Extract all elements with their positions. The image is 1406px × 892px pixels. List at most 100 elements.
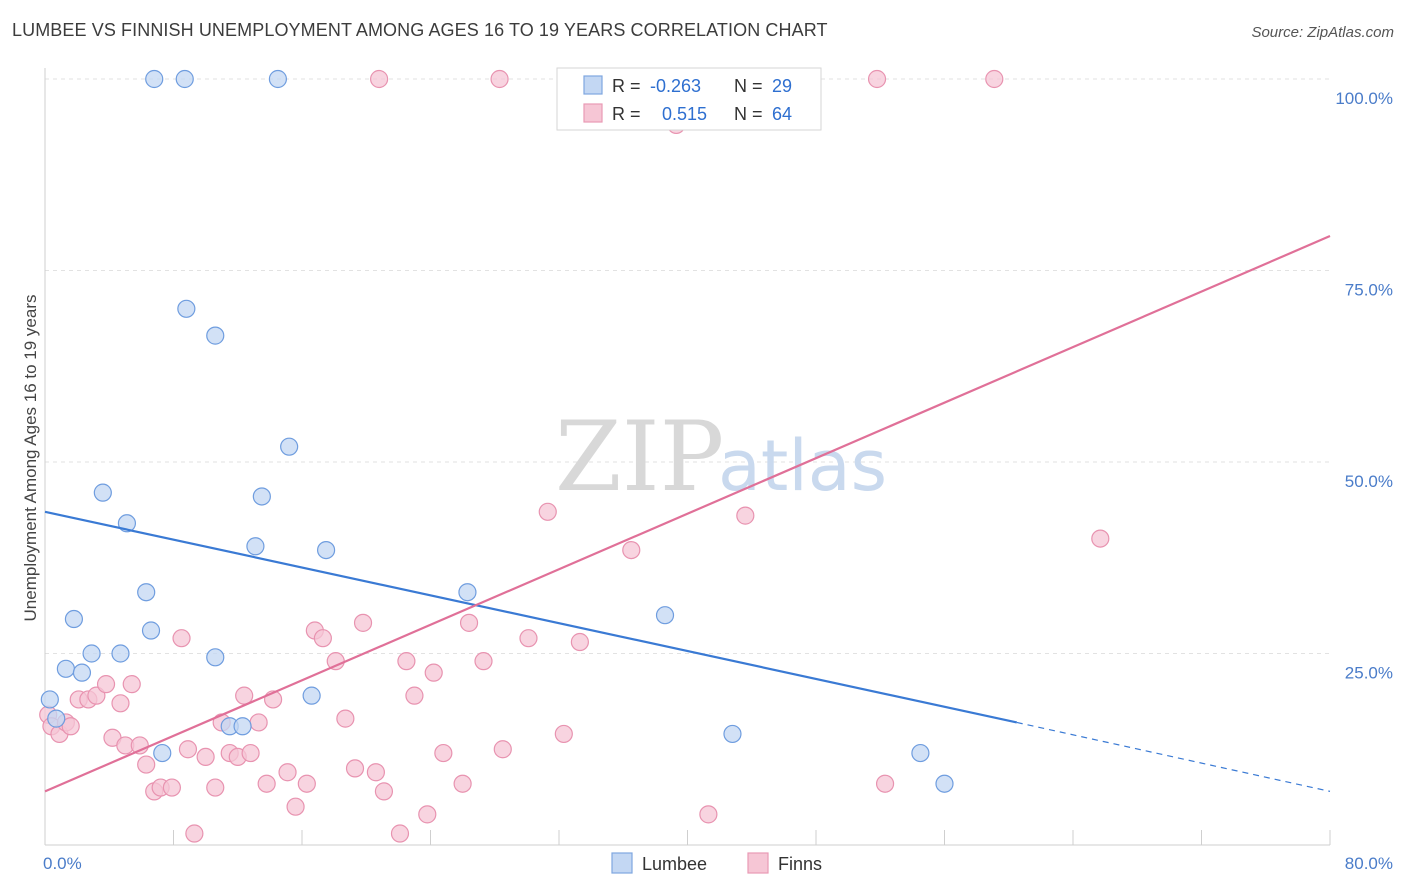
lumbee-point-15 [206, 326, 225, 345]
lumbee-point-9 [137, 583, 156, 602]
finns-point-29 [257, 774, 276, 793]
finns-point-17 [162, 778, 181, 797]
finns-point-21 [196, 747, 215, 767]
finns-point-37 [336, 709, 355, 728]
lumbee-point-14 [177, 299, 196, 318]
lumbee-point-16 [206, 648, 225, 667]
finns-point-47 [434, 743, 453, 763]
finns-point-52 [519, 629, 538, 648]
finns-point-51 [493, 740, 512, 759]
lumbee-trend-line [44, 510, 1018, 724]
bottom-legend-swatch-finns [747, 852, 769, 874]
series-legend: Lumbee Finns [611, 852, 822, 874]
finns-point-45 [418, 805, 437, 824]
finns-trend-line [44, 235, 1331, 793]
y-tick-label-2: 75.0% [1345, 281, 1393, 300]
legend-lumbee-r-value: -0.263 [650, 76, 701, 96]
finns-point-20 [185, 824, 204, 843]
finns-point-54 [554, 724, 573, 744]
y-tick-label-3: 100.0% [1335, 89, 1393, 108]
legend-finns-n-label: N = [734, 104, 763, 124]
finns-point-22 [206, 778, 225, 797]
lumbee-point-18 [233, 717, 252, 736]
finns-point-63 [490, 69, 509, 89]
lumbee-point-3 [64, 609, 84, 629]
y-axis-label: Unemployment Among Ages 16 to 19 years [21, 295, 40, 622]
gridlines [45, 78, 1330, 654]
finns-point-44 [405, 686, 424, 705]
legend-swatch-finns [583, 103, 603, 123]
lumbee-point-21 [280, 437, 299, 456]
lumbee-point-13 [153, 743, 172, 763]
lumbee-point-12 [141, 621, 161, 640]
finns-point-35 [313, 629, 332, 648]
legend-finns-r-value: 0.515 [662, 104, 707, 124]
finns-point-46 [424, 663, 443, 682]
finns-point-43 [397, 652, 416, 671]
lumbee-trend-extension [1016, 721, 1331, 792]
finns-point-49 [459, 613, 479, 632]
x-tick-label-min: 0.0% [43, 854, 82, 873]
legend-lumbee-n-value: 29 [772, 76, 792, 96]
watermark: ZIP atlas [555, 401, 887, 513]
legend-finns-n-value: 64 [772, 104, 792, 124]
finns-point-38 [345, 759, 365, 778]
lumbee-point-5 [82, 644, 101, 663]
finns-point-64 [867, 69, 887, 89]
finns-point-59 [736, 506, 755, 525]
lumbee-point-7 [111, 644, 130, 663]
finns-point-48 [453, 774, 472, 793]
finns-point-14 [137, 755, 156, 774]
lumbee-point-4 [72, 663, 92, 682]
finns-point-61 [1091, 529, 1110, 548]
x-tick-label-max: 80.0% [1345, 854, 1393, 873]
finns-point-41 [374, 782, 394, 801]
bottom-legend-finns: Finns [778, 854, 822, 874]
legend-lumbee-n-label: N = [734, 76, 763, 96]
finns-point-56 [622, 540, 641, 560]
lumbee-point-2 [56, 659, 75, 678]
finns-point-65 [985, 69, 1004, 89]
legend-finns-r-label: R = [612, 104, 641, 124]
bottom-legend-swatch-lumbee [611, 852, 633, 874]
lumbee-point-28 [911, 743, 930, 763]
trend-lines [44, 235, 1331, 793]
finns-point-62 [370, 69, 389, 89]
finns-point-53 [538, 502, 557, 521]
lumbee-point-19 [246, 537, 265, 556]
finns-point-8 [96, 675, 116, 694]
lumbee-points [40, 69, 954, 793]
lumbee-point-6 [93, 483, 112, 502]
lumbee-point-20 [252, 487, 271, 506]
chart-title: LUMBEE VS FINNISH UNEMPLOYMENT AMONG AGE… [12, 20, 828, 40]
source-credit: Source: ZipAtlas.com [1251, 24, 1394, 41]
lumbee-point-27 [723, 724, 742, 744]
finns-point-40 [366, 763, 385, 782]
lumbee-point-0 [40, 690, 59, 709]
lumbee-point-11 [175, 69, 194, 89]
finns-point-33 [297, 774, 316, 793]
finns-point-60 [875, 774, 895, 793]
legend-swatch-lumbee [583, 75, 603, 95]
finns-point-42 [390, 824, 410, 843]
finns-point-4 [61, 717, 80, 736]
x-tick-labels: 0.0% 80.0% [43, 854, 1393, 873]
finns-point-19 [178, 740, 198, 759]
finns-point-58 [699, 805, 718, 824]
finns-point-27 [241, 743, 260, 763]
finns-point-55 [570, 632, 589, 652]
legend-lumbee-r-label: R = [612, 76, 641, 96]
y-tick-label-0: 25.0% [1345, 664, 1393, 683]
lumbee-point-26 [655, 606, 675, 625]
finns-point-39 [353, 613, 373, 632]
correlation-legend: R = -0.263 N = 29 R = 0.515 N = 64 [556, 67, 822, 131]
y-tick-labels: 25.0% 50.0% 75.0% 100.0% [1335, 89, 1393, 683]
finns-point-28 [249, 713, 268, 732]
watermark-zip: ZIP [555, 401, 724, 513]
finns-point-10 [111, 694, 130, 713]
lumbee-point-25 [458, 583, 477, 602]
lumbee-point-24 [268, 69, 288, 89]
lumbee-point-10 [145, 69, 164, 89]
lumbee-point-23 [316, 540, 336, 560]
